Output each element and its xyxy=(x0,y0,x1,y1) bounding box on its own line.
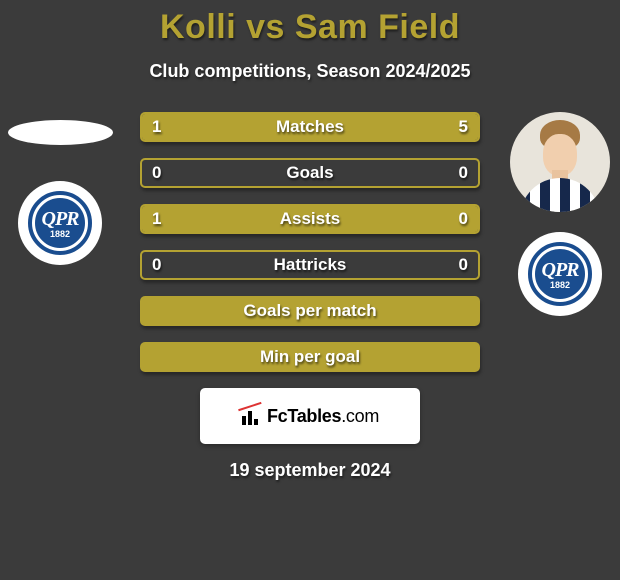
stats-bars: 15Matches 00Goals 10Assists 00Hattricks Goal… xyxy=(140,112,480,372)
stat-row: 00Hattricks xyxy=(140,250,480,280)
stat-label: Assists xyxy=(142,206,478,232)
player-left-club-crest: QPR 1882 xyxy=(18,181,102,265)
crest-year: 1882 xyxy=(50,229,70,239)
stat-row: Goals per match xyxy=(140,296,480,326)
stat-row: 10Assists xyxy=(140,204,480,234)
stat-row: 15Matches xyxy=(140,112,480,142)
player-right-club-crest: QPR 1882 xyxy=(518,232,602,316)
page-title: Kolli vs Sam Field xyxy=(0,0,620,47)
stat-label: Goals per match xyxy=(142,298,478,324)
stat-label: Hattricks xyxy=(142,252,478,278)
stat-label: Matches xyxy=(142,114,478,140)
player-right-avatar xyxy=(510,112,610,212)
footer-date: 19 september 2024 xyxy=(0,460,620,481)
player-left-avatar-placeholder xyxy=(8,120,113,145)
content: QPR 1882 QPR 1882 xyxy=(0,112,620,372)
brand-footer[interactable]: FcTables.com xyxy=(200,388,420,444)
stat-label: Goals xyxy=(142,160,478,186)
crest-monogram: QPR xyxy=(542,259,579,282)
brand-name: FcTables.com xyxy=(267,406,379,427)
crest-monogram: QPR xyxy=(42,208,79,231)
comparison-card: Kolli vs Sam Field Club competitions, Se… xyxy=(0,0,620,580)
stat-row: 00Goals xyxy=(140,158,480,188)
stat-label: Min per goal xyxy=(142,344,478,370)
stat-row: Min per goal xyxy=(140,342,480,372)
brand-chart-icon xyxy=(241,407,263,425)
page-subtitle: Club competitions, Season 2024/2025 xyxy=(0,61,620,82)
player-left-column: QPR 1882 xyxy=(0,112,120,265)
player-right-column: QPR 1882 xyxy=(500,112,620,316)
crest-year: 1882 xyxy=(550,280,570,290)
